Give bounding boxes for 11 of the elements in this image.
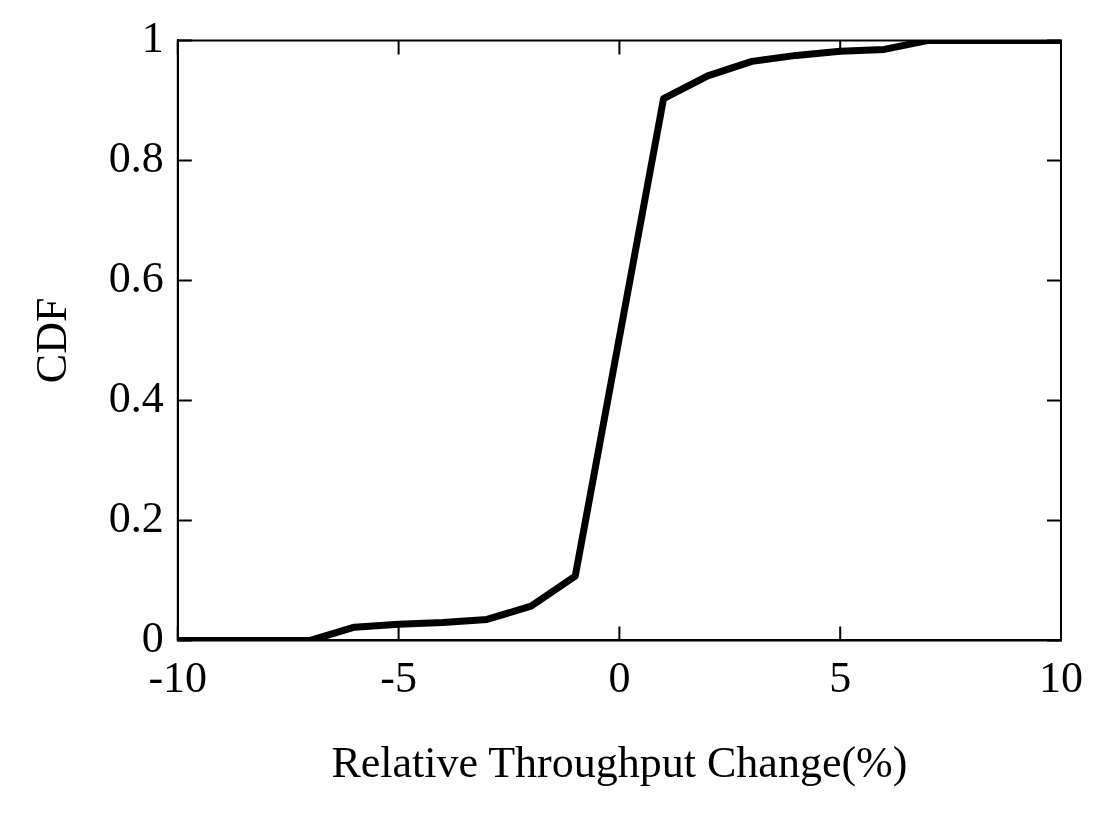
x-tick-label: -5 bbox=[380, 653, 417, 703]
y-tick-label: 0.8 bbox=[108, 132, 164, 182]
x-tick-label: 10 bbox=[1039, 653, 1083, 703]
x-tick-label: 5 bbox=[829, 653, 852, 703]
y-axis-title: CDF bbox=[26, 297, 76, 384]
y-tick-label: 0.4 bbox=[108, 372, 164, 422]
x-axis-title: Relative Throughput Change(%) bbox=[331, 738, 908, 788]
y-tick-label: 0.2 bbox=[108, 492, 164, 542]
y-tick-label: 0.6 bbox=[108, 252, 164, 302]
y-tick-label: 1 bbox=[141, 12, 164, 62]
x-tick-label: 0 bbox=[608, 653, 631, 703]
